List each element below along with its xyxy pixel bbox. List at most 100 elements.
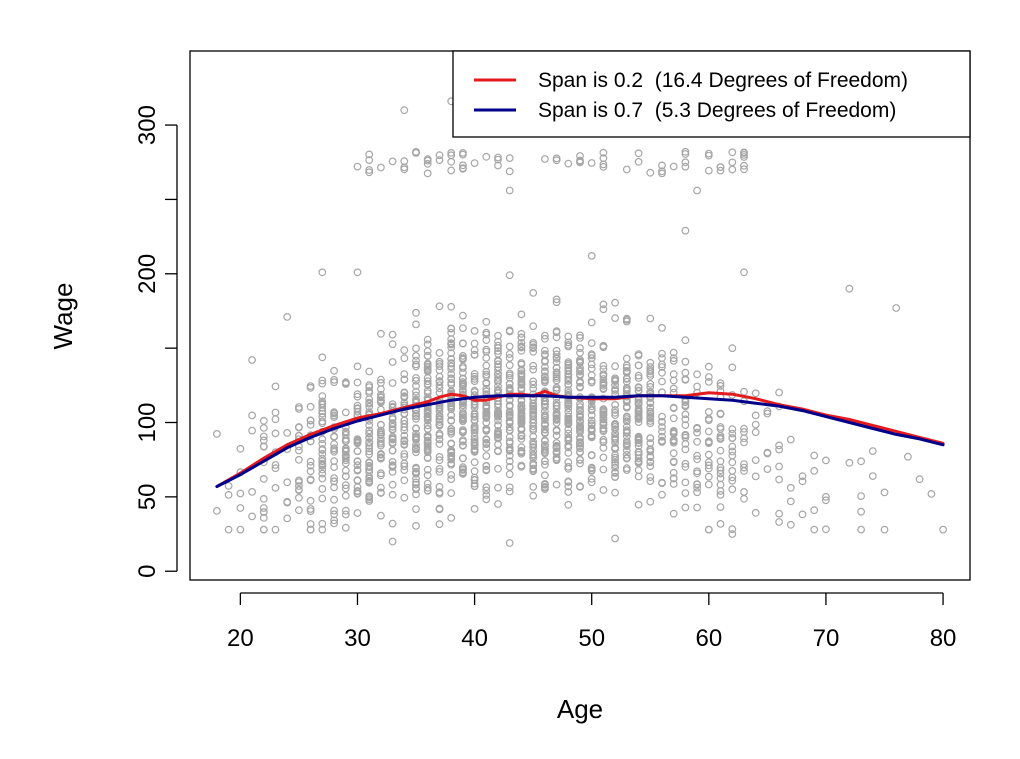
data-point [423, 335, 432, 344]
data-point [423, 465, 432, 474]
data-point [365, 421, 374, 430]
data-point [751, 420, 760, 429]
data-point [541, 457, 549, 465]
data-point [494, 386, 502, 395]
data-point [318, 353, 327, 362]
data-point [704, 373, 713, 381]
data-point [447, 417, 456, 425]
data-point [212, 430, 221, 438]
data-point [470, 426, 479, 435]
data-point [740, 268, 748, 277]
data-point [646, 477, 655, 486]
data-point [552, 363, 561, 372]
data-point [564, 342, 573, 351]
data-point [494, 382, 502, 391]
data-point [341, 506, 350, 515]
data-point [716, 466, 725, 475]
data-point [318, 407, 327, 416]
data-point [283, 498, 292, 507]
data-point [505, 186, 514, 195]
data-point [435, 357, 444, 366]
data-point [587, 424, 596, 433]
x-axis-title: Age [557, 694, 603, 724]
data-point [412, 424, 420, 433]
data-point [224, 525, 233, 534]
data-point [435, 431, 444, 440]
data-point [341, 456, 350, 465]
data-point [306, 420, 315, 429]
data-point [658, 432, 666, 441]
data-point [435, 435, 444, 444]
data-point [622, 428, 631, 437]
data-point [552, 439, 561, 447]
data-point [388, 446, 397, 455]
data-point [435, 411, 444, 420]
data-point [306, 467, 315, 476]
data-point [248, 488, 257, 496]
data-point [634, 351, 643, 360]
data-point [400, 452, 409, 461]
data-point [634, 432, 643, 441]
data-point [271, 461, 280, 469]
data-point [658, 377, 666, 386]
data-point [447, 343, 456, 352]
data-point [494, 433, 502, 442]
data-point [365, 168, 374, 177]
data-point [669, 458, 678, 467]
data-point [494, 341, 502, 350]
y-tick-label: 100 [134, 402, 161, 442]
data-point [658, 368, 666, 377]
data-point [353, 461, 362, 470]
data-point [447, 401, 456, 410]
data-point [541, 346, 549, 355]
data-point [295, 476, 303, 485]
data-point [482, 466, 491, 475]
data-point [517, 424, 526, 433]
data-point [517, 462, 526, 471]
data-point [494, 155, 502, 164]
data-point [470, 375, 479, 383]
data-point [423, 441, 432, 450]
data-point [611, 472, 619, 481]
data-point [634, 371, 643, 380]
data-point [599, 162, 608, 171]
data-point [716, 382, 725, 390]
data-point [904, 452, 912, 461]
data-point [435, 488, 444, 497]
data-point [751, 411, 760, 420]
data-point [330, 506, 339, 515]
data-point [716, 474, 725, 483]
data-point [669, 404, 678, 413]
data-point [318, 469, 327, 478]
data-point [447, 349, 456, 358]
data-point [423, 159, 432, 168]
data-point [634, 386, 643, 395]
data-point [564, 443, 573, 452]
data-point [587, 433, 596, 442]
data-point [704, 472, 713, 481]
data-point [306, 525, 315, 534]
data-point [599, 408, 608, 416]
data-point [529, 437, 538, 446]
data-point [587, 464, 596, 473]
data-point [529, 461, 538, 470]
x-tick-label: 20 [227, 625, 254, 652]
data-point [377, 329, 385, 338]
data-point [576, 439, 584, 448]
scatter-points [212, 97, 947, 547]
data-point [482, 435, 491, 444]
data-point [505, 167, 514, 176]
data-point [353, 378, 362, 387]
data-point [541, 421, 549, 430]
data-point [552, 480, 561, 489]
data-point [681, 158, 690, 167]
data-point [330, 440, 339, 449]
data-point [669, 348, 678, 357]
data-point [517, 401, 526, 410]
data-point [505, 457, 514, 466]
data-point [728, 447, 737, 456]
data-point [388, 422, 397, 431]
data-point [306, 457, 315, 466]
data-point [482, 387, 491, 396]
data-point [400, 466, 409, 475]
